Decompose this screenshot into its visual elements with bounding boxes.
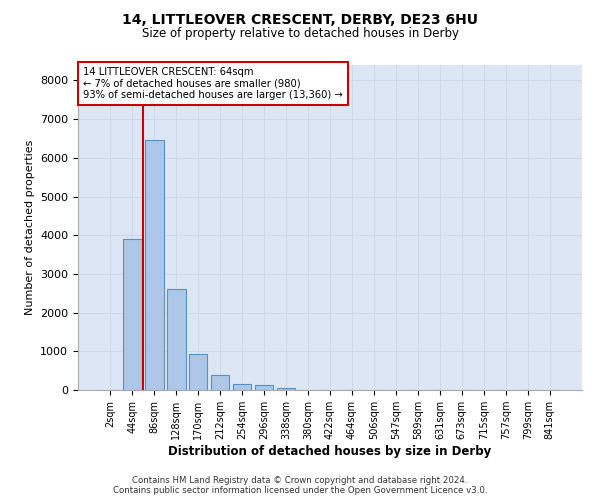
Bar bbox=[277, 388, 295, 390]
X-axis label: Distribution of detached houses by size in Derby: Distribution of detached houses by size … bbox=[169, 445, 491, 458]
Text: 14, LITTLEOVER CRESCENT, DERBY, DE23 6HU: 14, LITTLEOVER CRESCENT, DERBY, DE23 6HU bbox=[122, 12, 478, 26]
Bar bbox=[167, 290, 185, 390]
Y-axis label: Number of detached properties: Number of detached properties bbox=[25, 140, 35, 315]
Bar bbox=[145, 140, 164, 390]
Bar bbox=[189, 354, 208, 390]
Text: 14 LITTLEOVER CRESCENT: 64sqm
← 7% of detached houses are smaller (980)
93% of s: 14 LITTLEOVER CRESCENT: 64sqm ← 7% of de… bbox=[83, 66, 343, 100]
Bar bbox=[211, 375, 229, 390]
Text: Contains HM Land Registry data © Crown copyright and database right 2024.
Contai: Contains HM Land Registry data © Crown c… bbox=[113, 476, 487, 495]
Text: Size of property relative to detached houses in Derby: Size of property relative to detached ho… bbox=[142, 28, 458, 40]
Bar bbox=[123, 239, 142, 390]
Bar bbox=[233, 384, 251, 390]
Bar bbox=[255, 386, 274, 390]
